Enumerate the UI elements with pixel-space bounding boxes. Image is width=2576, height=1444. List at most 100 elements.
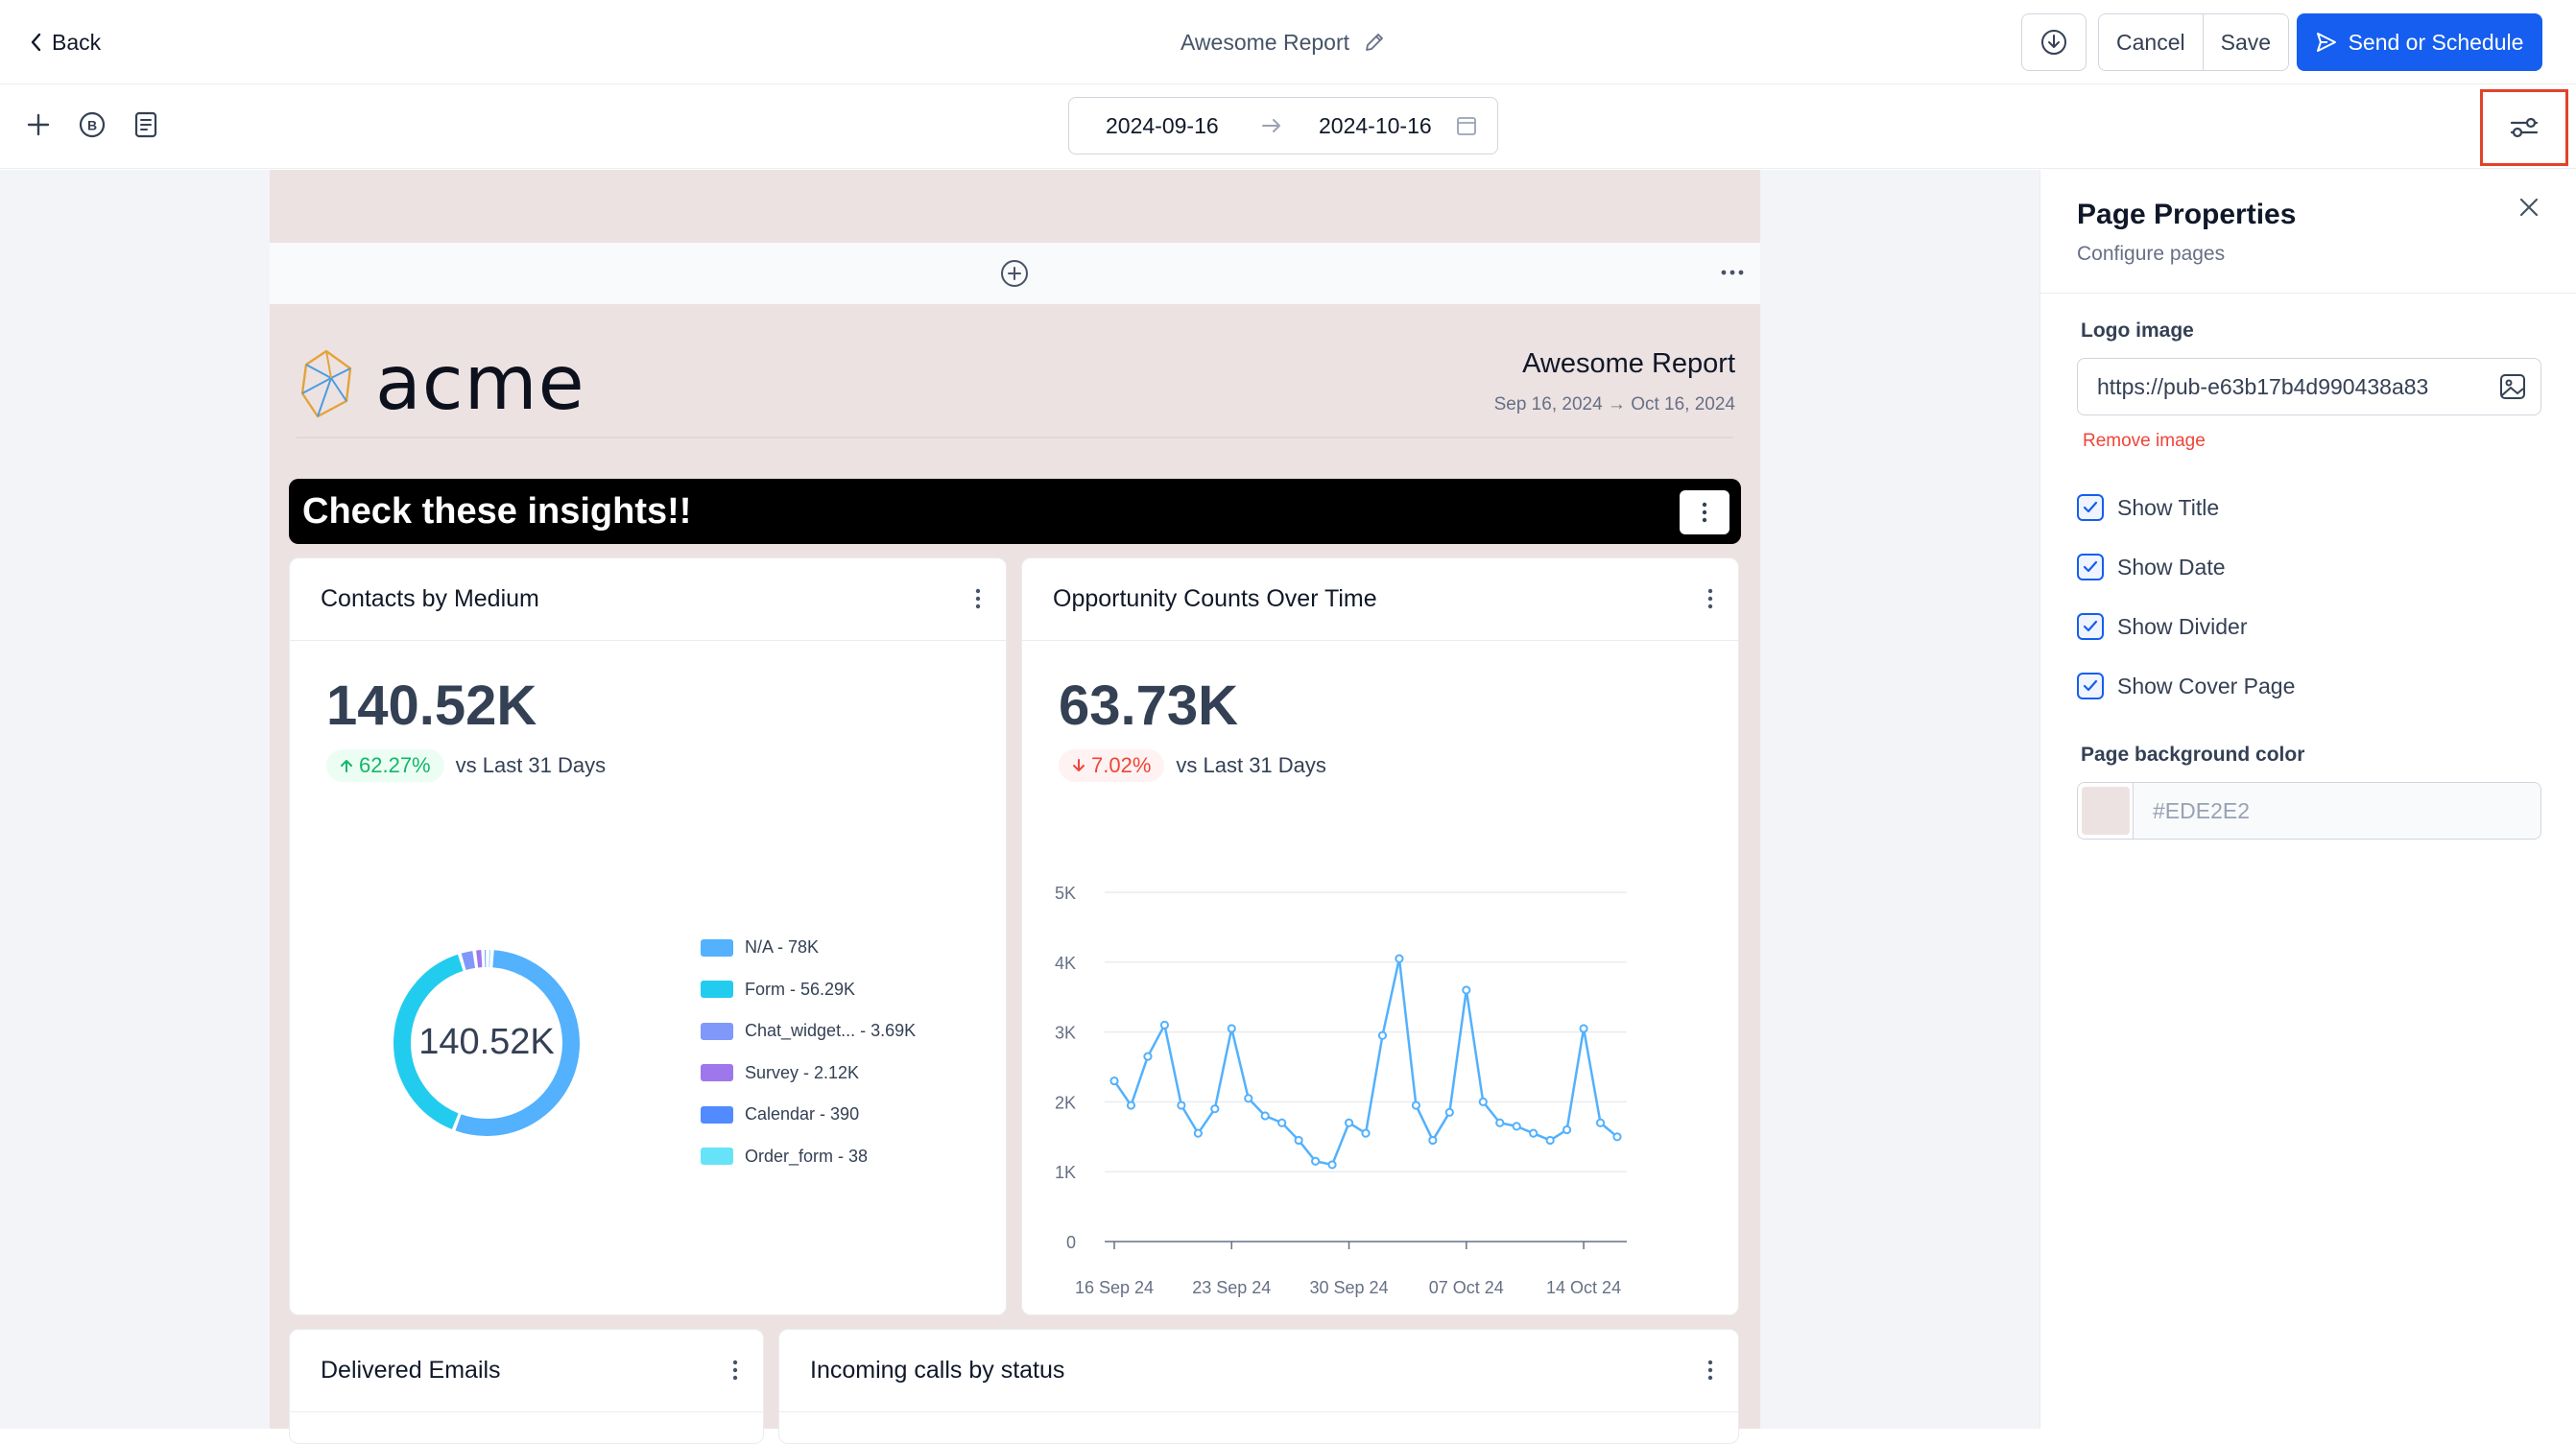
checkbox-checked[interactable] (2077, 494, 2104, 521)
legend-item[interactable]: Chat_widget... - 3.69K (701, 1010, 916, 1053)
data-point[interactable] (1613, 1133, 1620, 1140)
show-date-checkbox[interactable]: Show Date (2077, 554, 2226, 580)
more-vertical-icon[interactable] (1707, 588, 1713, 609)
data-point[interactable] (1178, 1101, 1184, 1108)
logo-url-input[interactable]: https://pub-e63b17b4d990438a83 (2077, 358, 2541, 415)
data-point[interactable] (1379, 1032, 1386, 1039)
card-header: Contacts by Medium (290, 558, 1006, 641)
back-button[interactable]: Back (29, 25, 101, 59)
bg-color-value[interactable]: #EDE2E2 (2134, 783, 2540, 839)
remove-image-link[interactable]: Remove image (2083, 431, 2206, 452)
data-point[interactable] (1245, 1095, 1252, 1101)
data-point[interactable] (1429, 1137, 1436, 1144)
incoming-calls-card[interactable]: Incoming calls by status (778, 1329, 1739, 1444)
show-title-checkbox[interactable]: Show Title (2077, 494, 2219, 521)
data-point[interactable] (1144, 1053, 1151, 1059)
data-point[interactable] (1597, 1120, 1604, 1126)
report-title: Awesome Report (1181, 30, 1349, 56)
data-point[interactable] (1413, 1101, 1419, 1108)
checkbox-checked[interactable] (2077, 613, 2104, 640)
report-logo: acme (297, 346, 585, 421)
check-icon (2083, 560, 2098, 574)
opportunity-counts-card[interactable]: Opportunity Counts Over Time 63.73K 7.02… (1021, 557, 1739, 1315)
data-point[interactable] (1110, 1077, 1117, 1084)
data-point[interactable] (1480, 1099, 1487, 1105)
delivered-emails-card[interactable]: Delivered Emails (289, 1329, 764, 1444)
close-icon[interactable] (2516, 195, 2541, 220)
more-horizontal-icon[interactable] (1721, 268, 1744, 277)
donut-slice[interactable] (464, 959, 474, 961)
data-point[interactable] (1328, 1161, 1335, 1168)
data-point[interactable] (1563, 1126, 1570, 1133)
date-range-picker[interactable]: 2024-09-16 2024-10-16 (1068, 97, 1498, 154)
legend-item[interactable]: Calendar - 390 (701, 1094, 916, 1136)
data-point[interactable] (1346, 1120, 1352, 1126)
checkbox-checked[interactable] (2077, 673, 2104, 699)
legend-item[interactable]: Form - 56.29K (701, 969, 916, 1011)
show-cover-page-checkbox[interactable]: Show Cover Page (2077, 673, 2295, 699)
add-page-icon[interactable] (999, 258, 1030, 289)
data-point[interactable] (1362, 1130, 1369, 1137)
logo-wordmark: acme (375, 346, 585, 421)
plus-icon (26, 112, 51, 137)
arrow-up-icon (340, 758, 353, 773)
add-widget-button[interactable] (17, 104, 60, 146)
data-point[interactable] (1262, 1112, 1269, 1119)
panel-title: Page Properties (2077, 199, 2296, 231)
data-point[interactable] (1312, 1158, 1319, 1165)
more-vertical-icon[interactable] (975, 588, 981, 609)
checkbox-checked[interactable] (2077, 554, 2104, 580)
variables-button[interactable]: B (71, 104, 113, 146)
x-tick-label: 07 Oct 24 (1429, 1278, 1504, 1297)
bg-color-input[interactable]: #EDE2E2 (2077, 782, 2541, 840)
data-point[interactable] (1463, 986, 1469, 993)
data-point[interactable] (1128, 1101, 1134, 1108)
data-point[interactable] (1195, 1130, 1202, 1137)
color-swatch[interactable] (2078, 783, 2134, 839)
data-point[interactable] (1161, 1022, 1168, 1029)
data-point[interactable] (1580, 1025, 1586, 1031)
legend-item[interactable]: Survey - 2.12K (701, 1053, 916, 1095)
data-point[interactable] (1395, 956, 1402, 962)
data-point[interactable] (1228, 1025, 1235, 1031)
image-icon[interactable] (2498, 372, 2527, 401)
data-point[interactable] (1530, 1130, 1537, 1137)
more-vertical-icon[interactable] (1707, 1360, 1713, 1381)
data-point[interactable] (1496, 1120, 1503, 1126)
delta-badge: 62.27% (326, 749, 444, 782)
data-point[interactable] (1514, 1123, 1520, 1129)
contacts-by-medium-card[interactable]: Contacts by Medium 140.52K 62.27% vs Las… (289, 557, 1007, 1315)
data-point[interactable] (1296, 1137, 1302, 1144)
report-title-editor[interactable]: Awesome Report (1181, 25, 1386, 59)
legend-swatch (701, 981, 733, 998)
legend-item[interactable]: N/A - 78K (701, 927, 916, 969)
kpi-delta: 7.02% vs Last 31 Days (1059, 749, 1326, 782)
send-or-schedule-button[interactable]: Send or Schedule (2297, 13, 2542, 71)
legend-label: Calendar - 390 (745, 1104, 859, 1124)
back-label: Back (52, 30, 101, 56)
y-tick-label: 4K (1055, 954, 1076, 973)
page-settings-button[interactable] (2480, 89, 2568, 166)
data-point[interactable] (1211, 1105, 1218, 1112)
save-button[interactable]: Save (2203, 14, 2288, 70)
check-icon (2083, 501, 2098, 514)
pages-button[interactable] (125, 104, 167, 146)
data-point[interactable] (1547, 1137, 1554, 1144)
legend-item[interactable]: Order_form - 38 (701, 1136, 916, 1178)
pencil-icon[interactable] (1363, 31, 1386, 54)
donut-center-label: 140.52K (418, 1022, 555, 1062)
svg-text:B: B (87, 118, 97, 133)
cancel-button[interactable]: Cancel (2099, 14, 2203, 70)
banner-text: Check these insights!! (302, 491, 691, 533)
legend-label: Survey - 2.12K (745, 1063, 859, 1083)
banner-menu-button[interactable] (1680, 490, 1729, 534)
data-point[interactable] (1278, 1120, 1285, 1126)
more-vertical-icon[interactable] (732, 1360, 738, 1381)
calendar-icon[interactable] (1455, 114, 1478, 137)
data-point[interactable] (1446, 1109, 1453, 1116)
download-button[interactable] (2021, 13, 2087, 71)
insights-banner[interactable]: Check these insights!! (289, 479, 1741, 544)
show-divider-checkbox[interactable]: Show Divider (2077, 613, 2248, 640)
